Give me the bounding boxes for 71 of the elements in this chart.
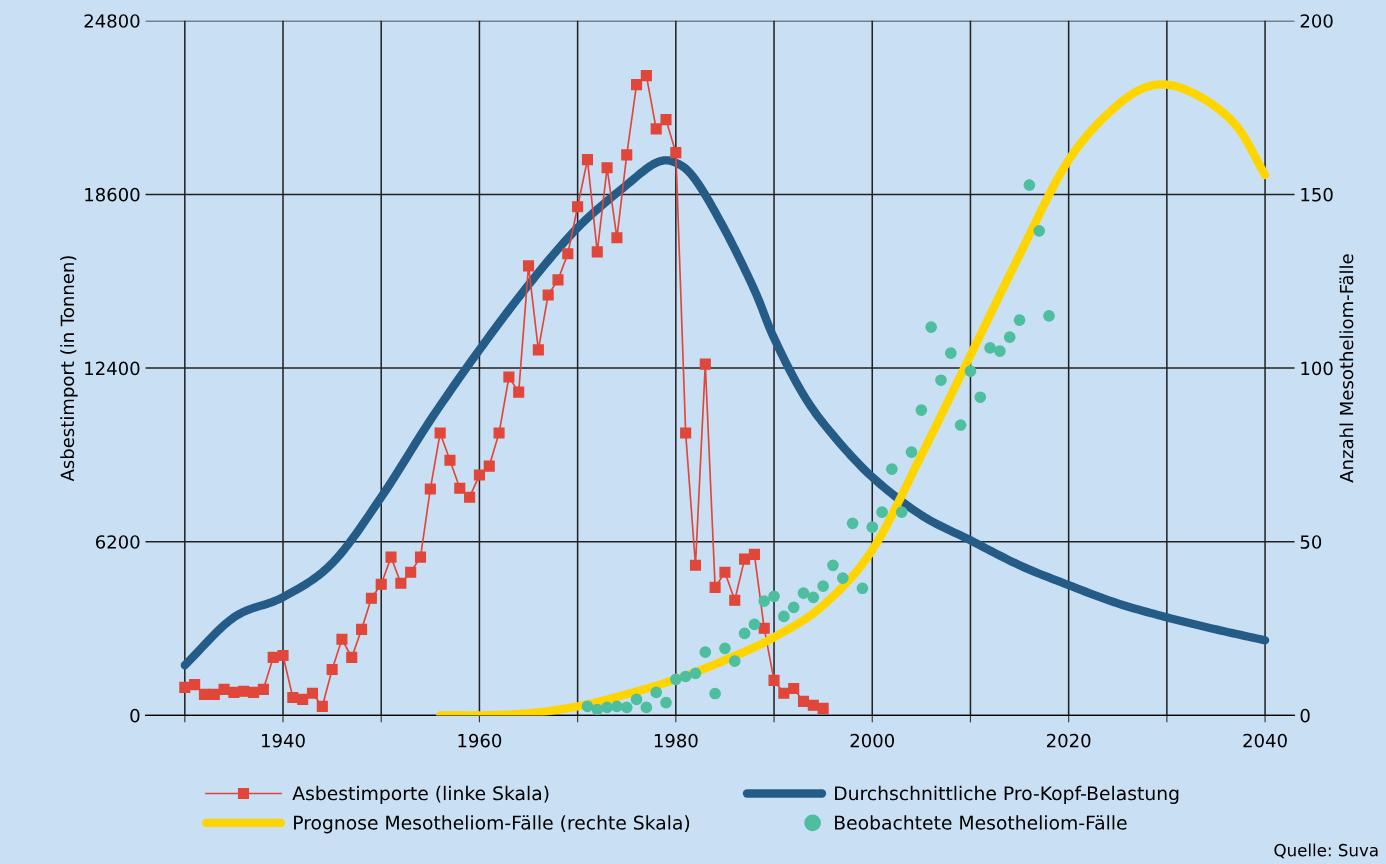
point xyxy=(660,696,672,709)
point xyxy=(581,700,594,713)
point xyxy=(856,582,869,595)
point xyxy=(650,686,663,699)
point xyxy=(797,587,810,599)
point xyxy=(709,687,721,700)
y2-tick-label: 100 xyxy=(1301,361,1333,376)
point xyxy=(1013,314,1026,326)
y-tick-label: 18600 xyxy=(85,187,140,202)
point xyxy=(954,419,967,431)
point xyxy=(964,365,977,378)
y-axis-title: Asbestimport (in Tonnen) xyxy=(60,256,78,482)
point xyxy=(640,701,653,714)
y2-tick-label: 150 xyxy=(1301,187,1333,202)
point xyxy=(778,610,790,623)
legend-label: Prognose Mesotheliom-Fälle (rechte Skala) xyxy=(294,815,690,834)
y-tick-label: 12400 xyxy=(85,361,140,376)
point xyxy=(758,595,771,607)
y-tick-label: 24800 xyxy=(84,14,140,28)
point xyxy=(984,342,996,354)
y-tick-label: 0 xyxy=(130,708,140,723)
legend-label: Beobachtete Mesotheliom-Fälle xyxy=(835,815,1127,830)
x-tick-label: 1960 xyxy=(458,733,502,748)
point xyxy=(836,572,849,585)
point xyxy=(719,642,731,655)
x-tick-label: 1940 xyxy=(262,733,305,748)
point xyxy=(886,463,898,475)
point xyxy=(787,601,800,614)
point xyxy=(817,580,829,593)
point xyxy=(620,701,633,714)
point xyxy=(935,374,947,387)
point xyxy=(738,627,751,640)
point xyxy=(994,345,1006,357)
point xyxy=(1033,225,1046,237)
point xyxy=(925,321,938,333)
source-note: Quelle: Suva xyxy=(1274,843,1378,859)
point xyxy=(679,670,692,683)
point xyxy=(630,693,643,706)
y-tick-label: 6200 xyxy=(95,535,140,549)
point xyxy=(728,655,741,668)
point xyxy=(1043,310,1055,322)
point xyxy=(827,559,839,572)
point xyxy=(768,590,780,603)
point xyxy=(846,517,859,530)
x-tick-label: 1980 xyxy=(654,733,698,748)
x-tick-label: 2020 xyxy=(1047,733,1091,748)
point xyxy=(974,391,987,404)
point xyxy=(669,673,682,686)
point xyxy=(807,591,820,604)
point xyxy=(699,646,712,659)
point xyxy=(915,404,928,416)
point xyxy=(1003,331,1016,343)
point xyxy=(944,347,957,359)
y2-axis-title: Anzahl Mesotheliom-Fälle xyxy=(1339,254,1354,483)
point xyxy=(611,700,623,713)
y2-tick-label: 200 xyxy=(1300,14,1333,28)
x-tick-label: 2040 xyxy=(1243,733,1287,748)
legend-label: Durchschnittliche Pro-Kopf-Belastung xyxy=(835,785,1179,804)
point xyxy=(601,701,613,714)
point xyxy=(866,521,879,533)
point xyxy=(905,446,918,458)
point xyxy=(876,506,888,519)
point xyxy=(1023,179,1036,191)
x-tick-label: 2000 xyxy=(850,733,895,748)
point xyxy=(895,506,908,519)
y2-tick-label: 50 xyxy=(1300,535,1322,549)
legend-label: Asbestimporte (linke Skala) xyxy=(292,785,549,804)
point xyxy=(689,667,702,680)
point xyxy=(748,618,761,631)
y2-tick-label: 0 xyxy=(1300,708,1310,723)
point xyxy=(591,703,604,716)
